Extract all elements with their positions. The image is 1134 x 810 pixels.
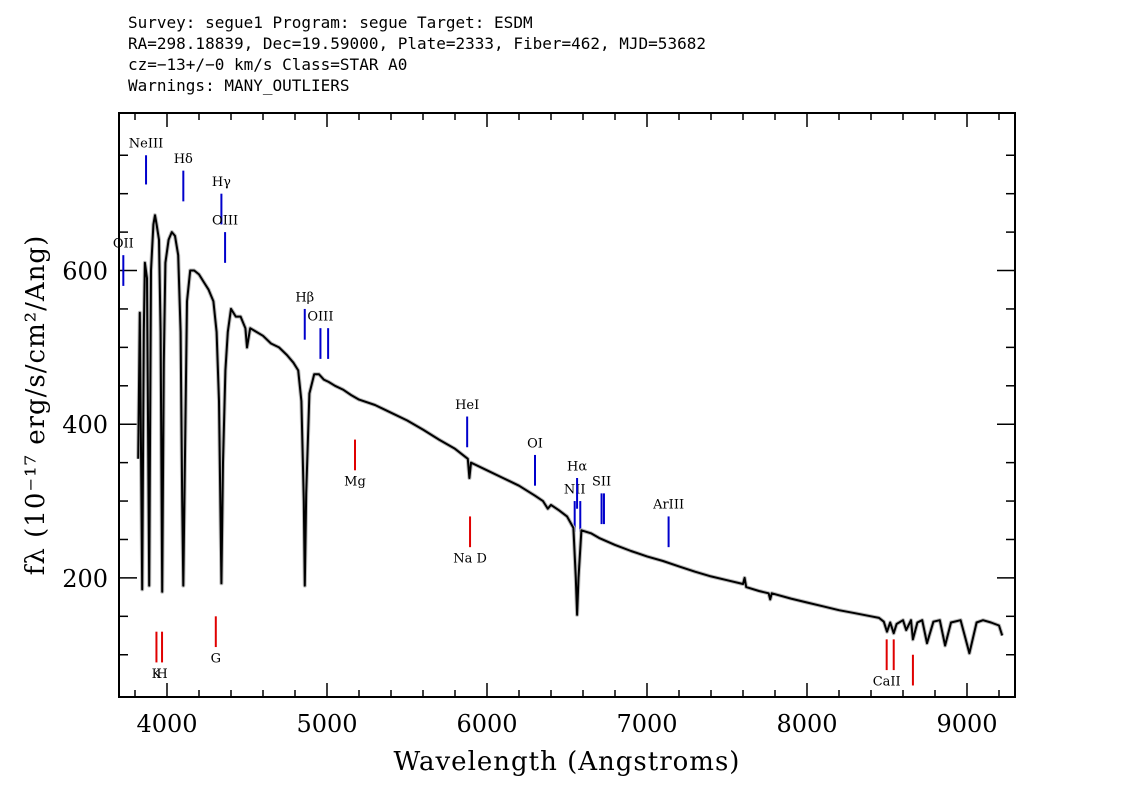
line-marker-label: HeI [455, 398, 479, 413]
line-marker-label: OIII [212, 213, 238, 228]
line-marker-label: K [152, 667, 162, 682]
x-axis-title: Wavelength (Angstroms) [394, 747, 741, 777]
line-marker-label: Hβ [295, 290, 314, 305]
x-tick-label: 9000 [936, 710, 997, 738]
y-tick-label: 200 [62, 565, 108, 593]
line-marker-label: Na D [453, 552, 487, 567]
spectral-line-markers: OII NeIII Hδ Hγ OIII Hβ OIII HeI OI NII Hα SII ArIII… [113, 137, 914, 689]
x-tick-label: 8000 [776, 710, 837, 738]
spectrum-series [136, 213, 1005, 656]
axis-ticks [119, 113, 1015, 697]
x-tick-label: 7000 [616, 710, 677, 738]
line-marker-label: Hγ [212, 175, 231, 190]
spectrum-flux-line [137, 214, 1004, 655]
header-survey-line: Survey: segue1 Program: segue Target: ES… [128, 13, 533, 32]
y-axis-title: fλ (10⁻¹⁷ erg/s/cm²/Ang) [21, 235, 51, 575]
spectrum-error-band [136, 213, 1005, 656]
line-marker-label: G [211, 651, 221, 666]
x-tick-label: 6000 [456, 710, 517, 738]
line-marker-label: Hα [567, 459, 587, 474]
line-marker-label: NeIII [129, 137, 163, 152]
y-tick-label: 400 [62, 411, 108, 439]
header-warnings-line: Warnings: MANY_OUTLIERS [128, 76, 350, 95]
header-coordinates-line: RA=298.18839, Dec=19.59000, Plate=2333, … [128, 34, 706, 53]
line-marker-label: CaII [873, 674, 901, 689]
line-marker-label: H [156, 667, 167, 682]
x-tick-label: 4000 [136, 710, 197, 738]
line-marker-label: OI [527, 436, 543, 451]
line-marker-label: Hδ [174, 152, 193, 167]
axis-tick-labels: 4000 5000 6000 7000 8000 9000 200 400 600 [62, 258, 997, 738]
x-tick-label: 5000 [296, 710, 357, 738]
y-tick-label: 600 [62, 258, 108, 286]
line-marker-label: OII [113, 236, 134, 251]
line-marker-label: Mg [344, 475, 366, 490]
header-redshift-line: cz=−13+/−0 km/s Class=STAR A0 [128, 55, 408, 74]
line-marker-label: ArIII [652, 498, 684, 513]
plot-frame [118, 112, 1016, 698]
line-marker-label: OIII [307, 309, 333, 324]
line-marker-label: SII [592, 475, 611, 490]
spectrum-header: Survey: segue1 Program: segue Target: ES… [128, 12, 706, 96]
line-marker-label: NII [564, 482, 586, 497]
